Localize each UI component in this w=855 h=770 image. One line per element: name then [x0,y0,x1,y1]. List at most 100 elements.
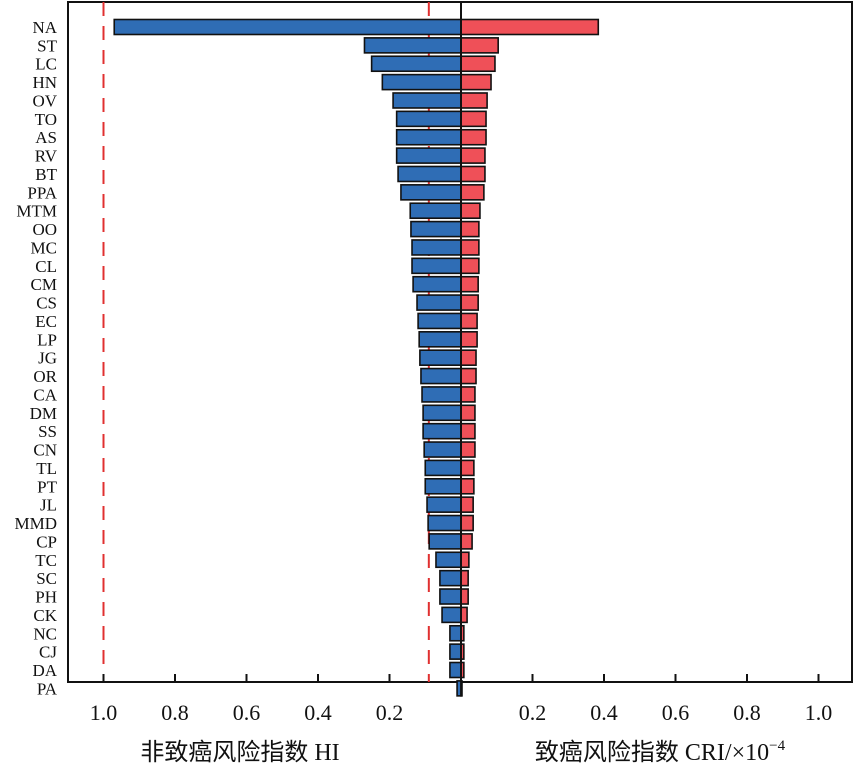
bar-cri-EC [460,312,478,330]
bar-hi-MTM [409,202,462,220]
bar-cri-JG [460,349,477,366]
x-tick-label-right: 0.4 [590,700,618,725]
x-tick-label-left: 0.4 [304,700,332,725]
bar-hi-BT [397,165,462,183]
bar-hi-CN [423,441,462,458]
bar-hi-SS [422,422,462,440]
bar-hi-ST [363,37,462,54]
category-label-CK: CK [33,606,57,625]
category-label-MTM: MTM [16,202,57,221]
x-tick-label-left: 0.8 [161,700,189,725]
bar-hi-PH [439,588,462,605]
x-axis-title-right-main: 致癌风险指数 CRI/×10 [535,739,769,766]
category-label-PT: PT [37,477,57,496]
bar-cri-CN [460,441,476,458]
category-label-OV: OV [32,91,57,110]
bar-cri-CA [460,386,476,403]
bar-hi-CS [416,294,462,311]
bar-cri-RV [460,147,486,164]
bar-cri-CL [460,257,480,275]
bar-hi-CJ [449,643,462,660]
category-label-CP: CP [36,532,57,551]
bar-hi-TO [395,110,462,128]
x-tick-label-right: 0.6 [662,700,690,725]
category-label-SC: SC [36,569,57,588]
category-label-LP: LP [37,330,57,349]
category-label-NC: NC [33,624,57,643]
bar-cri-MC [460,239,480,256]
bar-hi-CA [421,386,462,403]
bar-hi-OO [410,220,462,238]
bar-hi-PT [424,477,462,495]
bar-cri-SC [460,569,469,587]
bar-cri-PT [460,477,475,495]
bar-cri-TO [460,110,487,128]
x-axis-title-right-exponent: −4 [769,738,785,754]
category-label-OR: OR [33,367,57,386]
x-tick-label-left: 1.0 [90,700,118,725]
x-axis-title-left: 非致癌风险指数 HI [140,739,339,766]
category-label-NA: NA [32,18,57,37]
category-label-TO: TO [35,110,57,129]
bar-cri-OR [460,367,477,385]
bar-hi-OV [392,92,462,109]
bar-cri-BT [460,165,486,183]
bar-cri-LC [460,55,496,73]
bar-hi-NC [449,624,462,642]
bar-cri-PA [460,680,463,697]
bar-hi-DM [422,404,462,422]
bar-hi-PPA [400,184,462,201]
bar-hi-LP [418,331,462,348]
bar-cri-SS [460,422,476,440]
bar-cri-NA [460,18,600,36]
bar-hi-AS [395,128,462,146]
bar-cri-HN [460,73,492,91]
bar-hi-EC [417,312,462,330]
bar-cri-AS [460,128,487,146]
bar-hi-LC [370,55,462,73]
category-label-EC: EC [35,312,57,331]
category-label-RV: RV [35,147,58,166]
category-label-LC: LC [35,55,57,74]
bar-cri-TL [460,459,475,477]
category-label-BT: BT [35,165,57,184]
category-label-CA: CA [33,385,57,404]
category-label-PH: PH [35,588,57,607]
bar-hi-RV [395,147,462,164]
bar-hi-CK [441,606,462,624]
category-label-CN: CN [33,441,57,460]
bar-cri-OV [460,92,488,109]
category-label-DM: DM [30,404,57,423]
bar-hi-MMD [427,514,462,532]
x-tick-label-left: 0.6 [233,700,261,725]
bar-cri-CP [460,533,473,550]
bar-hi-CL [411,257,462,275]
bar-hi-MC [411,239,462,256]
category-label-TC: TC [35,551,57,570]
bar-hi-JL [426,496,462,513]
x-axis-title-right: 致癌风险指数 CRI/×10−4 [535,738,786,766]
category-label-CJ: CJ [39,643,57,662]
category-label-JL: JL [40,496,57,515]
bar-cri-MMD [460,514,474,532]
category-label-SS: SS [38,422,57,441]
bar-cri-MTM [460,202,481,220]
bar-cri-LP [460,331,478,348]
category-label-AS: AS [35,128,57,147]
bar-cri-TC [460,551,470,569]
category-label-PPA: PPA [27,183,57,202]
bar-hi-TL [424,459,462,477]
category-label-TL: TL [36,459,57,478]
bar-hi-SC [439,569,462,587]
bar-cri-PPA [460,184,485,201]
bar-cri-CM [460,275,479,293]
bar-cri-CS [460,294,479,311]
category-label-CS: CS [36,294,57,313]
bar-hi-CM [412,275,462,293]
category-label-HN: HN [32,73,57,92]
category-label-CL: CL [35,257,57,276]
category-label-MMD: MMD [14,514,57,533]
bar-cri-PH [460,588,469,605]
bar-hi-OR [420,367,462,385]
